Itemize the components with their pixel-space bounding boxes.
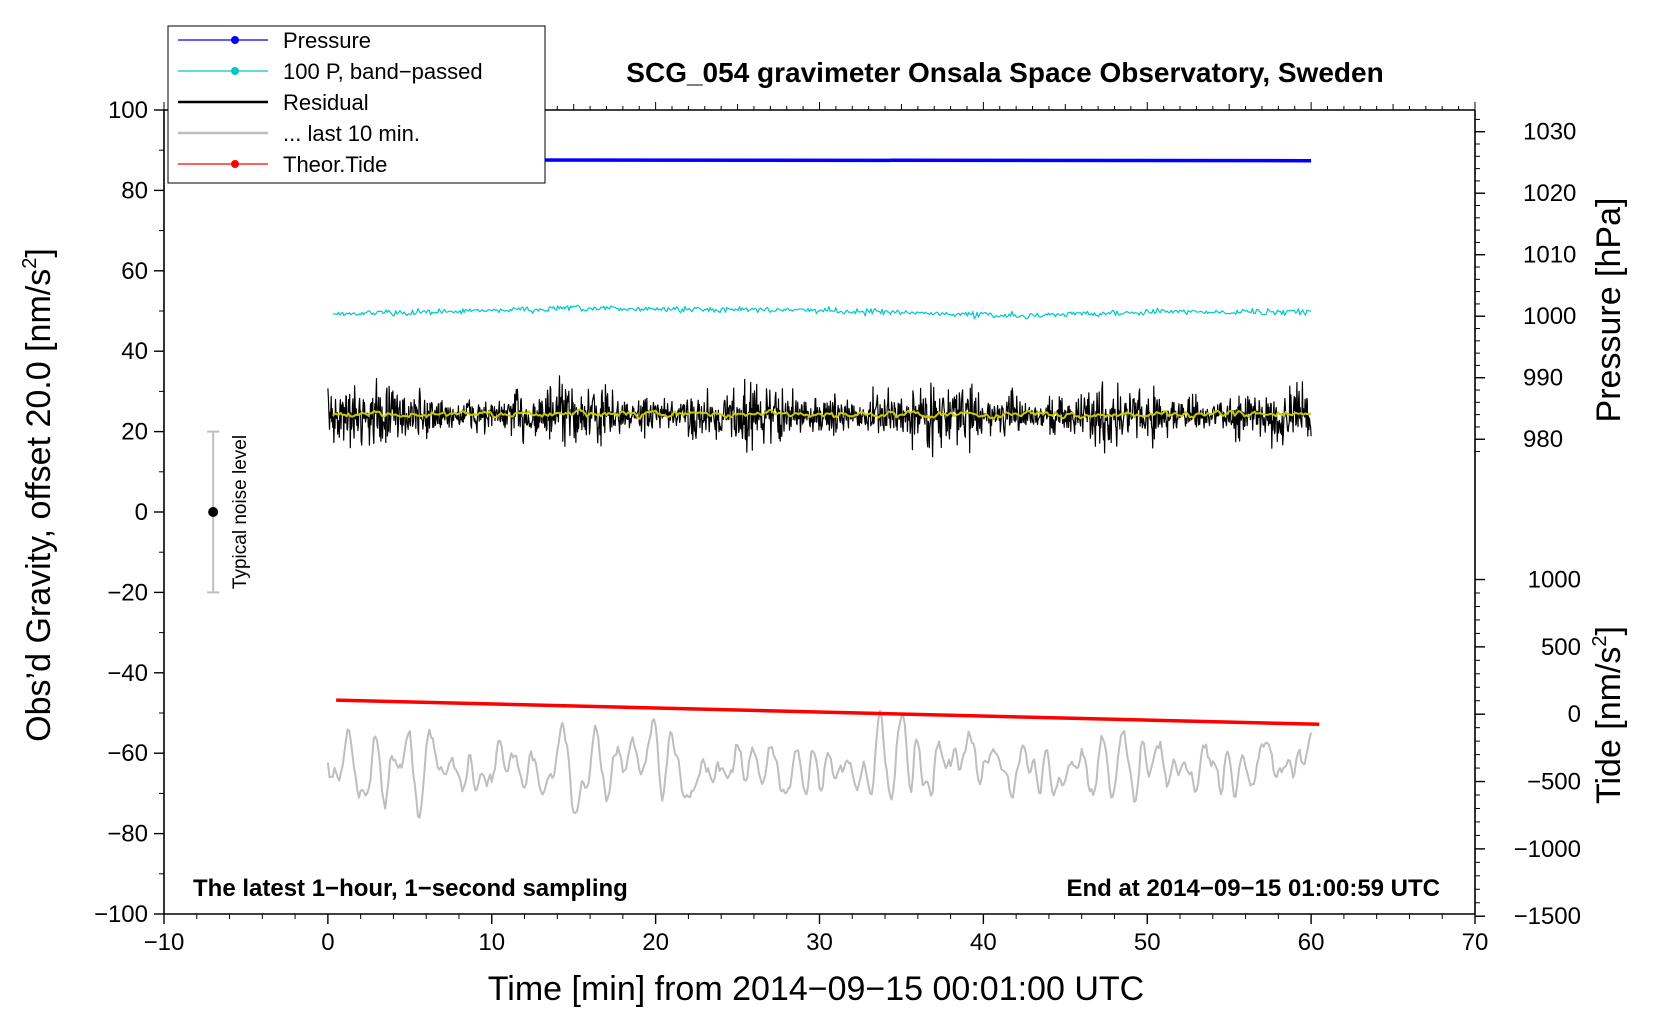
x-tick-label: 50 [1134, 929, 1161, 956]
y-tick-label: 80 [121, 177, 148, 204]
end-time-note: End at 2014−09−15 01:00:59 UTC [1066, 875, 1440, 902]
pressure-tick-label: 1020 [1523, 180, 1576, 207]
series-theor-tide-line [336, 698, 1320, 727]
y-tick-label: 0 [135, 499, 148, 526]
x-tick-label: 30 [806, 929, 833, 956]
y-tick-label: 60 [121, 258, 148, 285]
y-tick-label: −60 [107, 740, 148, 767]
x-tick-label: 40 [970, 929, 997, 956]
y-axis-title: Obs’d Gravity, offset 20.0 [nm/s2] [19, 248, 58, 742]
pressure-tick-label: 1000 [1523, 303, 1576, 330]
noise-bar-label: Typical noise level [230, 435, 251, 589]
tide-tick-label: −1500 [1514, 903, 1581, 930]
noise-bar-group: Typical noise level [207, 430, 251, 594]
y-axis-title-main: Obs’d Gravity, offset 20.0 [nm/s [20, 269, 58, 742]
y-tick-label: −40 [107, 660, 148, 687]
pressure-axis-title: Pressure [hPa] [1590, 198, 1628, 423]
legend-box [167, 25, 546, 184]
pressure-tick-label: 1030 [1523, 119, 1576, 146]
y-tick-label: −100 [94, 901, 148, 928]
x-tick-label: 20 [642, 929, 669, 956]
x-axis-title: Time [min] from 2014−09−15 00:01:00 UTC [488, 970, 1144, 1008]
y-axis-title-close: ] [20, 248, 58, 257]
legend-label: ... last 10 min. [283, 121, 420, 146]
x-tick-label: 10 [478, 929, 505, 956]
pressure-tick-label: 980 [1523, 426, 1563, 453]
y-axis-title-sup: 2 [19, 258, 41, 269]
x-tick-label: 70 [1462, 929, 1489, 956]
pressure-tick-label: 1010 [1523, 242, 1576, 269]
series-last-10-min-line [326, 710, 1313, 819]
legend-swatch-marker [231, 36, 239, 44]
legend-label: Residual [283, 90, 369, 115]
legend-label: Theor.Tide [283, 152, 387, 177]
legend-swatch-marker [231, 160, 239, 168]
y-tick-label: 100 [108, 97, 148, 124]
tide-axis-title: Tide [nm/s2] [1589, 626, 1628, 804]
chart-title: SCG_054 gravimeter Onsala Space Observat… [626, 57, 1383, 88]
series-layer [326, 158, 1320, 819]
x-tick-label: 0 [321, 929, 334, 956]
y-tick-label: 40 [121, 338, 148, 365]
tide-tick-label: −500 [1527, 769, 1581, 796]
y-tick-label: −20 [107, 579, 148, 606]
tide-tick-label: 0 [1568, 701, 1581, 728]
legend-label: Pressure [283, 28, 371, 53]
series-residual-mean-line [332, 408, 1312, 420]
series-band-passed-line [332, 304, 1312, 320]
tide-axis-title-close: ] [1590, 626, 1628, 635]
axes-layer: −10 0 10 20 30 40 50 60 70100806040200−20−40−60−… [94, 97, 1581, 956]
tide-tick-label: 1000 [1528, 567, 1581, 594]
legend-label: 100 P, band−passed [283, 59, 483, 84]
tide-tick-label: −1000 [1514, 836, 1581, 863]
tide-axis-title-main: Tide [nm/s [1590, 647, 1628, 804]
x-tick-label: −10 [144, 929, 185, 956]
tide-tick-label: 500 [1541, 634, 1581, 661]
tide-axis-title-sup: 2 [1589, 635, 1611, 646]
legend: Pressure 100 P, band−passed Residual ... la… [167, 25, 546, 184]
series-residual-line [327, 375, 1312, 458]
x-tick-label: 60 [1298, 929, 1325, 956]
sampling-note: The latest 1−hour, 1−second sampling [193, 875, 628, 902]
y-tick-label: 20 [121, 419, 148, 446]
pressure-tick-label: 990 [1523, 365, 1563, 392]
noise-bar-center-dot [208, 507, 219, 517]
y-tick-label: −80 [107, 821, 148, 848]
legend-swatch-marker [231, 67, 239, 75]
